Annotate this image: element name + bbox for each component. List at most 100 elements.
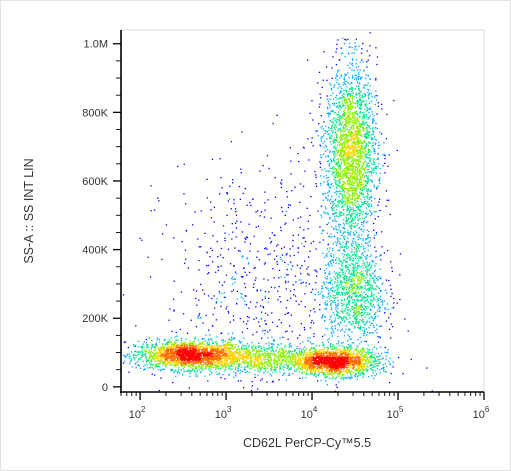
event-point bbox=[148, 352, 150, 354]
event-point bbox=[167, 359, 169, 361]
event-point bbox=[332, 347, 334, 350]
event-point bbox=[217, 358, 219, 360]
event-point bbox=[166, 342, 168, 344]
event-point bbox=[307, 373, 309, 375]
event-point bbox=[364, 366, 366, 368]
event-point bbox=[317, 355, 320, 357]
event-point bbox=[355, 349, 357, 351]
event-point bbox=[194, 355, 196, 357]
event-point bbox=[367, 353, 369, 355]
event-point bbox=[210, 350, 212, 352]
event-point bbox=[347, 371, 350, 373]
event-point bbox=[357, 152, 359, 154]
event-point bbox=[260, 361, 262, 364]
event-point bbox=[247, 366, 249, 368]
event-point bbox=[377, 185, 379, 188]
event-point bbox=[333, 346, 336, 349]
event-point bbox=[172, 357, 174, 360]
event-point bbox=[338, 368, 340, 370]
event-point bbox=[213, 354, 216, 357]
event-point bbox=[279, 356, 281, 358]
event-point bbox=[316, 361, 318, 363]
event-point bbox=[230, 355, 232, 357]
event-point bbox=[339, 359, 341, 361]
event-point bbox=[344, 371, 346, 373]
event-point bbox=[333, 361, 335, 363]
event-point bbox=[305, 364, 307, 367]
event-point bbox=[338, 375, 340, 377]
event-points bbox=[122, 32, 433, 392]
event-point bbox=[299, 357, 301, 359]
event-point bbox=[321, 354, 323, 357]
event-point bbox=[355, 363, 358, 365]
event-point bbox=[259, 349, 261, 351]
event-point bbox=[194, 361, 197, 364]
event-point bbox=[243, 361, 246, 364]
event-point bbox=[350, 364, 352, 366]
event-point bbox=[172, 381, 174, 384]
event-point bbox=[185, 345, 188, 347]
event-point bbox=[194, 352, 196, 354]
event-point bbox=[188, 354, 190, 356]
event-point bbox=[317, 364, 319, 366]
event-point bbox=[389, 357, 391, 359]
event-point bbox=[322, 352, 324, 354]
event-point bbox=[350, 182, 352, 184]
event-point bbox=[279, 360, 281, 362]
event-point bbox=[359, 353, 361, 355]
event-point bbox=[345, 357, 347, 359]
event-point bbox=[183, 349, 185, 351]
event-point bbox=[208, 354, 211, 356]
event-point bbox=[367, 365, 369, 367]
event-point bbox=[289, 350, 291, 352]
event-point bbox=[273, 340, 275, 342]
event-point bbox=[243, 366, 246, 369]
event-point bbox=[311, 354, 313, 357]
event-point bbox=[296, 348, 298, 350]
event-point bbox=[352, 355, 354, 358]
event-point bbox=[192, 360, 194, 363]
event-point bbox=[193, 341, 195, 343]
event-point bbox=[351, 101, 353, 103]
event-point bbox=[195, 356, 197, 358]
event-point bbox=[314, 362, 316, 364]
event-point bbox=[196, 362, 198, 364]
event-point bbox=[186, 353, 188, 355]
event-point bbox=[196, 375, 198, 377]
event-point bbox=[322, 361, 324, 363]
event-point bbox=[258, 349, 260, 352]
event-point bbox=[362, 359, 364, 361]
event-point bbox=[171, 344, 174, 346]
event-point bbox=[318, 366, 320, 368]
event-point bbox=[153, 346, 155, 348]
event-point bbox=[230, 345, 232, 347]
event-point bbox=[363, 366, 365, 369]
event-point bbox=[348, 123, 350, 126]
event-point bbox=[318, 372, 321, 374]
event-point bbox=[198, 351, 200, 353]
event-point bbox=[182, 351, 184, 353]
event-point bbox=[265, 361, 267, 363]
event-point bbox=[309, 337, 311, 339]
event-point bbox=[299, 359, 301, 361]
event-point bbox=[269, 360, 271, 362]
event-point bbox=[213, 363, 215, 365]
event-point bbox=[185, 338, 187, 340]
event-point bbox=[179, 355, 181, 357]
event-point bbox=[249, 360, 251, 362]
event-point bbox=[228, 339, 230, 341]
event-point bbox=[227, 348, 229, 350]
event-point bbox=[222, 362, 224, 364]
event-point bbox=[358, 353, 360, 355]
event-point bbox=[144, 353, 147, 356]
event-point bbox=[288, 352, 290, 355]
event-point bbox=[196, 355, 199, 357]
event-point bbox=[259, 346, 262, 348]
event-point bbox=[346, 119, 348, 122]
event-point bbox=[345, 362, 347, 364]
event-point bbox=[308, 352, 310, 354]
event-point bbox=[326, 376, 328, 378]
event-point bbox=[154, 366, 156, 368]
event-point bbox=[248, 346, 250, 348]
event-point bbox=[222, 354, 224, 356]
